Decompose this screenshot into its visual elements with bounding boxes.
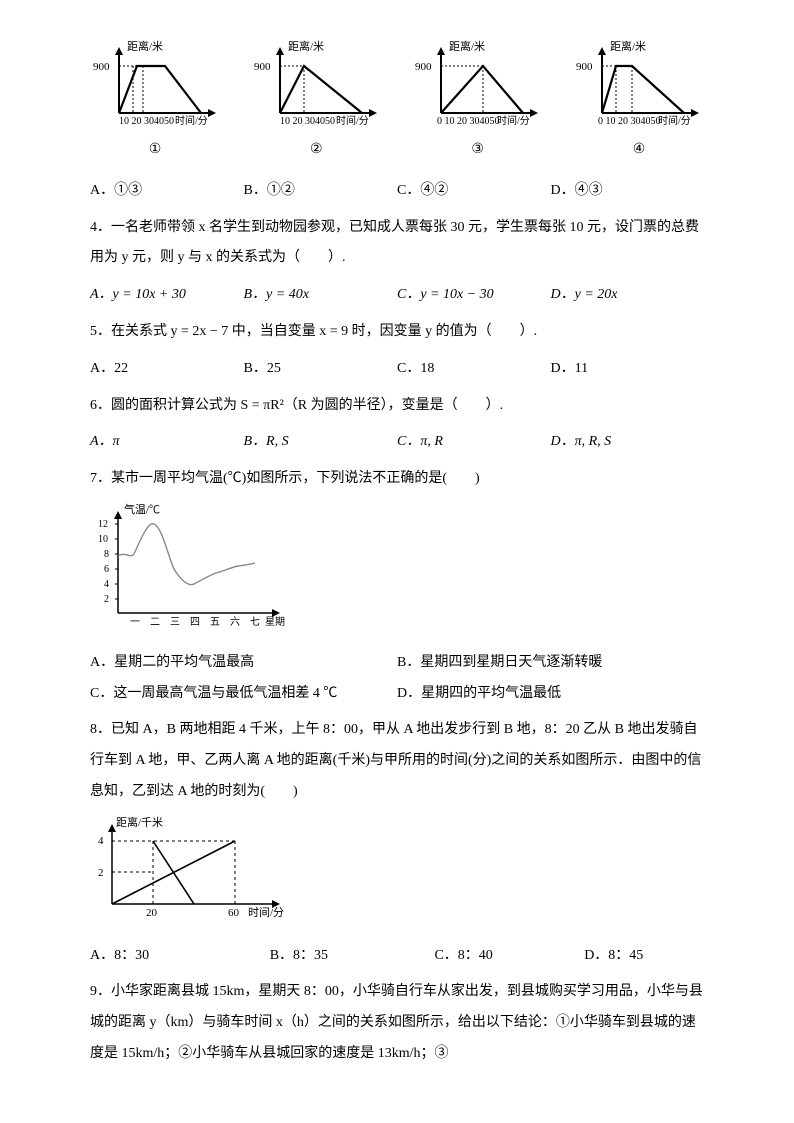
graph-1-xlabel: 时间/分 [175, 114, 208, 127]
graph-question-options: A．①③ B．①② C．④② D．④③ [90, 176, 704, 207]
q7-d: D．星期四的平均气温最低 [397, 679, 704, 710]
graph-3-ymax: 900 [415, 61, 432, 73]
q8-a: A．8：30 [90, 941, 270, 972]
four-graphs-row: 距离/米 900 10 20 304050 时间/分 ① 距离/米 [90, 40, 704, 166]
temp-y-2: 2 [104, 594, 109, 605]
graph-4-svg: 距离/米 900 0 10 20 304050 时间/分 [576, 40, 701, 135]
temp-y-4: 4 [104, 579, 109, 590]
temp-x-6: 六 [230, 616, 240, 628]
opt-d: D．④③ [551, 176, 705, 207]
temperature-chart: 气温/℃ 12 10 8 6 4 2 一 二 三 四 五 六 七 [90, 501, 704, 644]
question-5: 5．在关系式 y = 2x − 7 中，当自变量 x = 9 时，因变量 y 的… [90, 317, 704, 348]
graph-2-ymax: 900 [254, 61, 271, 73]
q7-a: A．星期二的平均气温最高 [90, 648, 397, 679]
graph-2-xticks: 10 20 304050 [280, 116, 335, 127]
q8-d: D．8：45 [584, 941, 704, 972]
q8-options: A．8：30 B．8：35 C．8：40 D．8：45 [90, 941, 704, 972]
q8-b: B．8：35 [270, 941, 435, 972]
dist-ylabel: 距离/千米 [116, 815, 163, 829]
temp-ylabel: 气温/℃ [124, 502, 160, 516]
q4-options: A．y = 10x + 30 B．y = 40x C．y = 10x − 30 … [90, 280, 704, 311]
temp-y-12: 12 [98, 519, 108, 530]
graph-2-xlabel: 时间/分 [336, 114, 369, 127]
graph-1: 距离/米 900 10 20 304050 时间/分 ① [90, 40, 220, 166]
q5-options: A．22 B．25 C．18 D．11 [90, 354, 704, 385]
question-6: 6．圆的面积计算公式为 S = πR²（R 为圆的半径），变量是（ ）. [90, 391, 704, 422]
opt-c: C．④② [397, 176, 551, 207]
q7-options: A．星期二的平均气温最高 B．星期四到星期日天气逐渐转暖 C．这一周最高气温与最… [90, 648, 704, 710]
q6-options: A．π B．R, S C．π, R D．π, R, S [90, 427, 704, 458]
opt-b: B．①② [244, 176, 398, 207]
dist-x-60: 60 [228, 907, 240, 919]
graph-4-xticks: 0 10 20 304050 [598, 116, 661, 127]
question-9: 9．小华家距离县城 15km，星期天 8：00，小华骑自行车从家出发，到县城购买… [90, 977, 704, 1069]
temperature-chart-svg: 气温/℃ 12 10 8 6 4 2 一 二 三 四 五 六 七 [90, 501, 290, 631]
distance-chart: 距离/千米 4 2 20 60 时间/分 [90, 814, 704, 937]
graph-3-svg: 距离/米 900 0 10 20 304050 时间/分 [415, 40, 540, 135]
distance-chart-svg: 距离/千米 4 2 20 60 时间/分 [90, 814, 300, 924]
graph-2: 距离/米 900 10 20 304050 时间/分 ② [251, 40, 381, 166]
q7-c: C．这一周最高气温与最低气温相差 4 ℃ [90, 679, 397, 710]
q5-b: B．25 [244, 354, 398, 385]
graph-1-xticks: 10 20 304050 [119, 116, 174, 127]
graph-4-xlabel: 时间/分 [658, 114, 691, 127]
graph-3-label: ③ [471, 135, 484, 166]
temp-xlabel: 星期 [265, 616, 285, 628]
temp-y-6: 6 [104, 564, 109, 575]
q5-c: C．18 [397, 354, 551, 385]
q6-c: C．π, R [397, 427, 551, 458]
q5-d: D．11 [551, 354, 705, 385]
q4-d: D．y = 20x [551, 280, 705, 311]
temp-x-5: 五 [210, 617, 220, 628]
q4-b: B．y = 40x [244, 280, 398, 311]
q6-d: D．π, R, S [551, 427, 705, 458]
q6-a: A．π [90, 427, 244, 458]
question-7: 7．某市一周平均气温(℃)如图所示，下列说法不正确的是( ) [90, 464, 704, 495]
graph-3-xlabel: 时间/分 [497, 114, 530, 127]
temp-x-7: 七 [250, 616, 260, 628]
q4-a: A．y = 10x + 30 [90, 280, 244, 311]
graph-3-xticks: 0 10 20 304050 [437, 116, 500, 127]
graph-2-svg: 距离/米 900 10 20 304050 时间/分 [254, 40, 379, 135]
graph-1-ymax: 900 [93, 61, 110, 73]
dist-xlabel: 时间/分 [248, 906, 284, 919]
graph-4: 距离/米 900 0 10 20 304050 时间/分 ④ [574, 40, 704, 166]
question-4: 4．一名老师带领 x 名学生到动物园参观，已知成人票每张 30 元，学生票每张 … [90, 213, 704, 275]
temp-x-4: 四 [190, 617, 200, 628]
graph-1-svg: 距离/米 900 10 20 304050 时间/分 [93, 40, 218, 135]
temp-x-3: 三 [170, 617, 180, 628]
temp-x-1: 一 [130, 617, 140, 628]
graph-3: 距离/米 900 0 10 20 304050 时间/分 ③ [413, 40, 543, 166]
dist-x-20: 20 [146, 907, 158, 919]
q4-c: C．y = 10x − 30 [397, 280, 551, 311]
graph-2-ylabel: 距离/米 [288, 40, 324, 53]
graph-1-label: ① [149, 135, 162, 166]
graph-4-label: ④ [633, 135, 646, 166]
graph-2-label: ② [310, 135, 323, 166]
dist-y-2: 2 [98, 867, 104, 879]
opt-a: A．①③ [90, 176, 244, 207]
q8-c: C．8：40 [434, 941, 584, 972]
graph-3-ylabel: 距离/米 [449, 40, 485, 53]
temp-y-8: 8 [104, 549, 109, 560]
graph-1-ylabel: 距离/米 [127, 40, 163, 53]
dist-y-4: 4 [98, 835, 104, 847]
q6-b: B．R, S [244, 427, 398, 458]
graph-4-ymax: 900 [576, 61, 593, 73]
temp-y-10: 10 [98, 534, 108, 545]
temp-x-2: 二 [150, 617, 160, 628]
q7-b: B．星期四到星期日天气逐渐转暖 [397, 648, 704, 679]
question-8: 8．已知 A，B 两地相距 4 千米，上午 8：00，甲从 A 地出发步行到 B… [90, 715, 704, 807]
q5-a: A．22 [90, 354, 244, 385]
graph-4-ylabel: 距离/米 [610, 40, 646, 53]
